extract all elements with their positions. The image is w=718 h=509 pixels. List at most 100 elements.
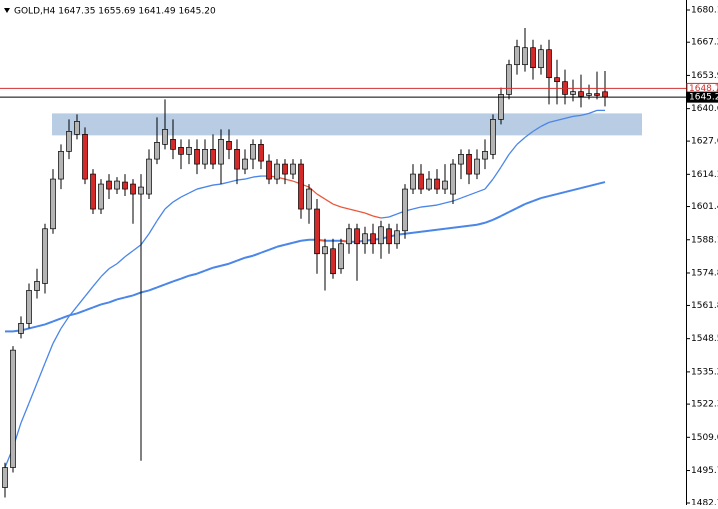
candle-body [426,178,432,190]
moving-average-segment [252,251,262,257]
candle-body [90,173,96,210]
candle-body [514,46,520,66]
candle-body [498,94,504,120]
y-tick-label: 1509.0 [691,433,718,443]
y-tick-label: 1495.7 [691,466,718,476]
candle-body [66,131,72,152]
candle-body [274,163,280,180]
y-tick-label: 1601.4 [691,202,718,212]
moving-average-segment [324,198,334,205]
moving-average-segment [156,208,166,222]
moving-average-segment [124,294,134,299]
moving-average-segment [36,323,46,328]
moving-average-segment [580,185,590,190]
moving-average-segment [68,312,78,317]
candle-body [602,91,608,98]
moving-average-segment [84,306,94,312]
chart-title: GOLD,H4 1647.35 1655.69 1641.49 1645.20 [14,7,216,17]
moving-average-segment [276,243,286,248]
price-label: 1645.2 [689,93,718,103]
moving-average-segment [412,206,422,210]
plot-layer [2,27,642,498]
candle-body [370,233,376,245]
title-arrow [4,8,10,13]
y-tick-label: 1588.1 [691,235,718,245]
moving-average-segment [492,166,502,180]
moving-average-segment [220,181,230,185]
moving-average-segment [124,250,134,258]
moving-average-segment [564,115,574,120]
moving-average-segment [556,117,566,122]
moving-average-segment [508,207,518,213]
moving-average-segment [540,121,550,127]
candle-body [538,49,544,69]
moving-average-segment [140,233,150,246]
moving-average-segment [228,259,238,265]
moving-average-segment [100,301,110,306]
moving-average-segment [460,224,470,228]
moving-average-segment [204,266,214,272]
moving-average-segment [244,254,254,259]
moving-average-segment [580,112,590,117]
candle-body [474,158,480,175]
y-tick-label: 1482.7 [691,499,718,505]
moving-average-segment [572,114,582,118]
candle-body [178,147,184,155]
moving-average-segment [420,229,430,233]
moving-average-segment [188,188,198,194]
candle-body [154,142,160,160]
candle-body [434,178,440,190]
moving-average-segment [588,183,598,188]
candle-body [58,151,64,180]
moving-average-segment [52,317,62,323]
moving-average-segment [252,175,262,178]
candle-body [74,121,80,135]
candle-body [402,188,408,232]
moving-average-segment [364,212,374,217]
moving-average-segment [156,283,166,289]
moving-average-segment [116,296,126,301]
moving-average-segment [468,223,478,227]
moving-average-segment [180,274,190,280]
y-tick-label: 1522.3 [691,400,718,410]
moving-average-segment [428,228,438,232]
y-tick-label: 1680.1 [691,5,718,15]
candle-body [290,163,296,175]
y-tick-label: 1561.8 [691,301,718,311]
moving-average-segment [28,325,38,330]
candle-body [122,181,128,190]
moving-average-segment [508,143,518,155]
moving-average-segment [468,191,478,196]
moving-average-segment [564,189,574,194]
candle-body [506,64,512,95]
moving-average-segment [500,211,510,217]
candle-body [482,151,488,160]
candle-body [226,141,232,150]
moving-average-segment [52,328,62,344]
candle-body [418,173,424,190]
candle-body [218,139,224,165]
candle-body [458,153,464,165]
candle-body [322,246,328,255]
candle-body [586,93,592,96]
moving-average-segment [20,402,30,424]
y-tick-label: 1535.2 [691,367,718,377]
moving-average-segment [228,179,238,183]
candle-body [82,134,88,180]
moving-average-segment [164,280,174,286]
candle-body [2,467,8,488]
candle-body [162,129,168,145]
candle-body [146,158,152,195]
moving-average-segment [220,262,230,267]
candle-body [42,228,48,284]
candle-body [522,47,528,66]
zone [52,113,642,136]
y-tick-label: 1653.9 [691,71,718,81]
candle-body [98,183,104,210]
candle-body [114,180,120,190]
moving-average-segment [108,263,118,270]
y-tick-label: 1640.6 [691,104,718,114]
candle-body [410,173,416,190]
candle-body [466,153,472,175]
